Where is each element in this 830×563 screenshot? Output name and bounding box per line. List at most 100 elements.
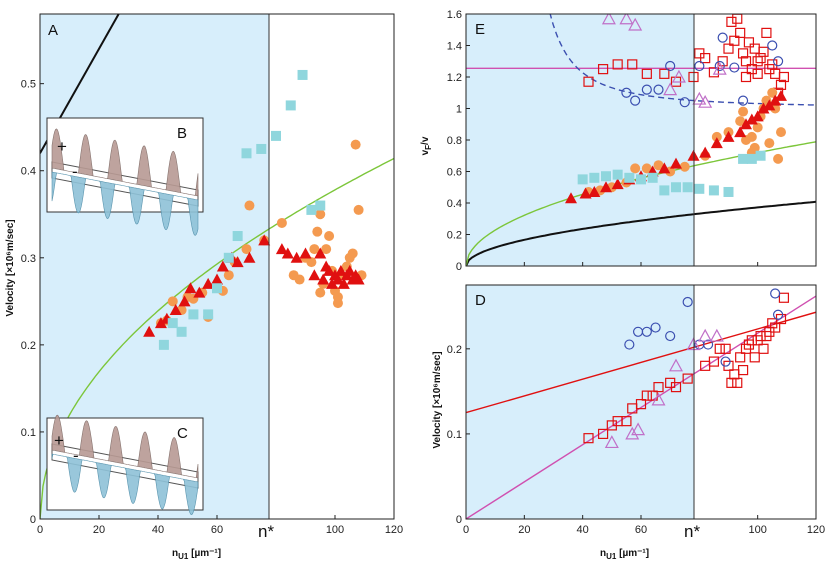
panel-a-red-triangles-point (308, 269, 321, 281)
panel-d-red-squares-open-point (670, 382, 682, 393)
panel-a-orange-circles-point (315, 287, 326, 298)
panel-d-label: D (475, 292, 486, 309)
panel-e-shaded-region (466, 14, 694, 266)
panel-a-cyan-squares-point (176, 326, 187, 337)
panel-a-red-triangles-point (326, 277, 339, 289)
panel-a-label: A (48, 22, 58, 39)
panel-a-xtick-label: 20 (93, 524, 105, 536)
panel-e-ytick-label: 0 (456, 261, 462, 273)
panel-d-blue-circles-open-point (772, 309, 784, 320)
panel-a-red-triangles-point (337, 277, 350, 289)
panel-e-cyan-squares-point (708, 185, 719, 196)
panel-a-orange-circles-point (223, 270, 234, 281)
panel-a-cyan-squares-point (256, 143, 267, 154)
panel-e-red-squares-open-point (732, 14, 743, 24)
panel-e-blue-circles-open-point (729, 62, 740, 73)
panel-d-blue-circles-open-point (682, 296, 693, 308)
panel-e-blue-circles-open-point (772, 56, 784, 67)
panel-e-cyan-squares-point (636, 174, 646, 185)
panel-d: 0 20 40 60 100 120 0 0.1 0.2 D n* nU1 [µm⁻¹] Vel… (432, 284, 825, 561)
inset-b-plus: + (57, 137, 67, 156)
panel-e-orange-circles-point (738, 106, 749, 117)
panel-a-xtick-label: 0 (37, 524, 43, 536)
panel-d-red-squares-open-point (749, 352, 760, 363)
panel-e-red-squares-open-point (659, 68, 670, 79)
panel-a-orange-circles-point (332, 298, 343, 309)
panel-a-line-green (40, 157, 394, 519)
panel-e-red-squares-open-point (641, 68, 652, 79)
panel-d-violet-triangles-open-point (604, 435, 619, 449)
panel-d-line-red-linear (466, 311, 816, 414)
panel-e-blue-circles-open-point (737, 95, 749, 106)
inset-c-plus: + (54, 431, 64, 450)
panel-a-orange-circles-point (309, 244, 320, 255)
panel-a-orange-circles-point (353, 204, 364, 215)
panel-a-ytick-label: 0.4 (21, 166, 36, 178)
panel-d-violet-triangles-open-point (625, 426, 640, 440)
panel-e-red-squares-open-point (597, 64, 609, 75)
panel-d-blue-circles-open-point (624, 339, 635, 350)
panel-a-xtick-label: 60 (211, 524, 223, 536)
panel-a-cyan-squares-point (212, 283, 222, 294)
panel-d-xtick-label: 60 (635, 524, 647, 536)
panel-e-violet-triangles-open-point (663, 82, 678, 96)
panel-d-red-squares-open-point (714, 343, 725, 354)
panel-e-red-triangles-point (611, 178, 624, 190)
panel-e-red-squares-open-point (758, 46, 769, 57)
panel-e-red-triangles-point (745, 113, 758, 125)
panel-e-red-squares-open-point (749, 43, 760, 54)
panel-a-cyan-squares-point (223, 252, 234, 263)
panel-e-orange-circles-point (735, 116, 746, 127)
panel-e-cyan-squares-point (723, 186, 734, 197)
panel-d-red-squares-open-point (770, 322, 781, 333)
panel-a-red-triangles-point (202, 277, 215, 289)
panel-a-red-triangles-point (323, 264, 336, 276)
panel-e-red-triangles-point (740, 118, 752, 130)
panel-d-ticks: 0 20 40 60 100 120 0 0.1 0.2 (447, 344, 825, 536)
panel-e-ytick-label: 0.6 (447, 167, 462, 179)
panel-d-red-squares-open-point (708, 356, 720, 367)
panel-e-red-triangles-point (565, 192, 577, 204)
panel-e-orange-circles-point (641, 163, 652, 174)
panel-d-violet-triangles-open-point (709, 328, 724, 342)
panel-a-red-triangles-point (211, 273, 223, 285)
panel-e-red-squares-open-point (775, 79, 787, 90)
panel-d-violet-triangles-open-point (668, 358, 684, 372)
panel-e-ytick-label: 1.4 (447, 41, 462, 53)
panel-d-xtick-label: 40 (577, 524, 589, 536)
panel-e-red-triangles-point (699, 146, 712, 158)
panel-e-ytick-label: 0.8 (447, 135, 462, 147)
panel-d-xtick-label: 100 (748, 524, 766, 536)
panel-d-red-squares-open-point (758, 343, 769, 354)
panel-d-red-squares-open-point (597, 428, 609, 440)
panel-a-red-triangles-point (193, 286, 206, 298)
panel-d-xlabel: nU1 [µm⁻¹] (600, 548, 649, 561)
panel-e-orange-circles-point (653, 160, 664, 171)
panel-d-ytick-label: 0 (456, 514, 462, 526)
panel-a-ytick-label: 0.2 (21, 340, 36, 352)
panel-a-data-layer (40, 14, 394, 519)
panel-a-orange-circles-point (167, 296, 178, 307)
panel-e-blue-circles-open-point (767, 40, 778, 51)
inset-b: + - B (46, 117, 204, 236)
panel-e-data-layer (466, 14, 816, 266)
panel-e-red-squares-open-point (752, 68, 763, 79)
panel-e-red-squares-open-point (778, 71, 790, 83)
panel-e-cyan-squares-point (746, 153, 757, 164)
panel-e: 0 0.2 0.4 0.6 0.8 1 1.2 1.4 1.6 E vF/v (420, 9, 817, 273)
panel-e-red-triangles-point (769, 94, 782, 106)
panel-a-cyan-squares-point (315, 200, 326, 211)
panel-e-violet-triangles-open-point (692, 91, 707, 105)
panel-d-blue-circles-open-point (770, 288, 781, 299)
panel-d-red-squares-open-point (682, 373, 693, 384)
panel-a-cyan-squares-point (232, 231, 243, 242)
panel-e-ticks: 0 0.2 0.4 0.6 0.8 1 1.2 1.4 1.6 (447, 9, 817, 273)
panel-e-red-squares-open-point (708, 67, 720, 78)
panel-a-cyan-squares-point (188, 309, 199, 320)
panel-e-blue-circles-open-point (630, 95, 641, 106)
panel-e-orange-circles-point (764, 138, 775, 149)
panel-e-ylabel: vF/v (420, 136, 433, 155)
panel-a-orange-circles-point (347, 248, 358, 259)
inset-b-label: B (177, 125, 187, 142)
